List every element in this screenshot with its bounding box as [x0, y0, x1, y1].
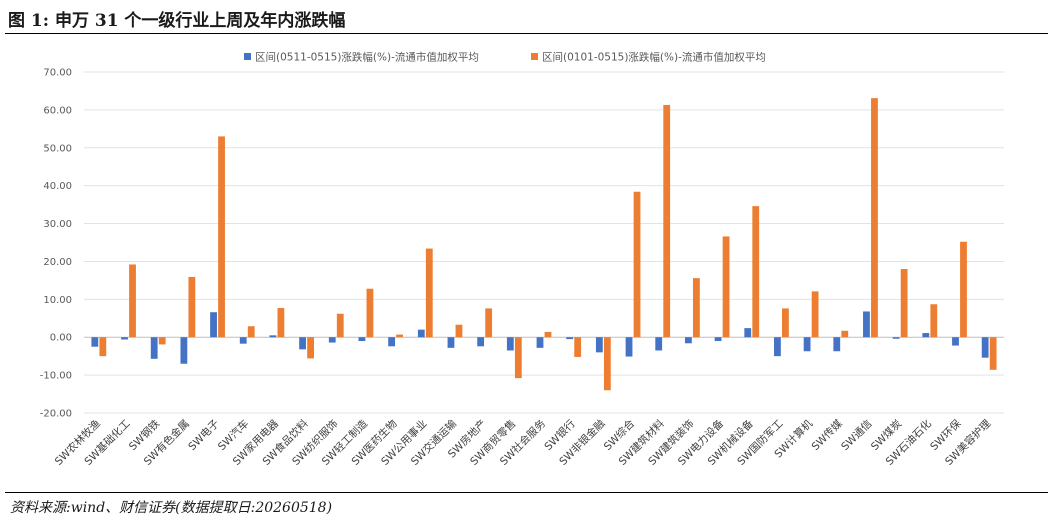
legend-label: 区间(0511-0515)涨跌幅(%)-流通市值加权平均	[255, 51, 479, 64]
bar-weekly	[417, 329, 425, 338]
bar-weekly	[358, 337, 366, 342]
gridlines	[84, 71, 1004, 414]
bar-weekly	[150, 337, 158, 359]
bar-weekly	[625, 337, 633, 357]
bar-ytd	[960, 241, 967, 338]
bar-ytd	[752, 206, 760, 338]
bar-ytd	[574, 337, 582, 357]
bar-weekly	[863, 311, 870, 338]
legend-swatch	[531, 53, 538, 60]
bar-weekly	[714, 337, 722, 342]
bar-ytd	[277, 308, 285, 338]
bar-weekly	[180, 337, 188, 364]
bar-weekly	[684, 337, 692, 344]
bar-weekly	[269, 335, 277, 338]
bar-ytd	[692, 278, 700, 338]
bar-weekly	[299, 337, 306, 350]
x-axis-labels: SW农林牧渔SW基础化工SW钢铁SW有色金属SW电子SW汽车SW家用电器SW食品…	[52, 417, 994, 468]
bar-ytd	[129, 264, 136, 338]
y-tick-label: -10.00	[40, 371, 72, 382]
bar-ytd	[930, 304, 938, 338]
x-category-label: SW传媒	[809, 417, 845, 453]
bar-weekly	[892, 337, 900, 339]
bar-weekly	[447, 337, 455, 348]
bar-weekly	[774, 337, 781, 357]
y-tick-label: 0.00	[50, 333, 72, 344]
bar-ytd	[811, 291, 819, 338]
bar-ytd	[722, 236, 730, 338]
legend: 区间(0511-0515)涨跌幅(%)-流通市值加权平均 区间(0101-0515…	[244, 51, 766, 64]
bar-ytd	[989, 337, 997, 370]
bar-ytd	[544, 331, 552, 338]
bar-weekly	[833, 337, 841, 352]
bar-weekly	[536, 337, 544, 348]
bar-weekly	[744, 328, 752, 338]
x-category-label: SW电子	[186, 417, 222, 453]
bar-ytd	[900, 269, 908, 338]
y-tick-label: 10.00	[43, 295, 72, 306]
y-tick-label: 40.00	[43, 181, 72, 192]
legend-label: 区间(0101-0515)涨跌幅(%)-流通市值加权平均	[542, 51, 766, 64]
bar-ytd	[455, 324, 463, 338]
bar-ytd	[247, 326, 255, 338]
bar-weekly	[477, 337, 485, 347]
y-axis-ticks: 70.00 60.00 50.00 40.00 30.00 20.00 10.00 0.00 -…	[40, 68, 72, 420]
y-tick-label: 20.00	[43, 257, 72, 268]
bar-ytd	[485, 308, 493, 338]
y-tick-label: -20.00	[40, 409, 72, 420]
legend-swatch	[244, 53, 251, 60]
y-tick-label: 70.00	[43, 68, 72, 79]
bar-weekly	[655, 337, 663, 351]
x-category-label: SW通信	[839, 418, 874, 453]
bar-ytd	[396, 334, 404, 338]
bar-ytd	[871, 98, 878, 338]
y-tick-label: 60.00	[43, 105, 72, 116]
figure-title: 图 1: 申万 31 个一级行业上周及年内涨跌幅	[8, 11, 346, 31]
bar-ytd	[603, 337, 611, 391]
bar-weekly	[210, 312, 217, 338]
bottom-rule	[5, 492, 1048, 493]
bar-ytd	[633, 191, 641, 338]
bar-weekly	[121, 337, 128, 340]
bars	[91, 98, 997, 391]
bar-chart: 70.00 60.00 50.00 40.00 30.00 20.00 10.00 0.00 -…	[40, 51, 1004, 468]
bar-weekly	[803, 337, 811, 352]
bar-ytd	[99, 337, 107, 357]
bar-ytd	[307, 337, 314, 359]
bar-ytd	[663, 104, 671, 338]
y-tick-label: 50.00	[43, 143, 72, 154]
bar-ytd	[782, 308, 789, 338]
bar-weekly	[506, 337, 514, 351]
bar-weekly	[239, 337, 247, 344]
y-tick-label: 30.00	[43, 219, 72, 230]
bar-ytd	[158, 337, 166, 345]
bar-weekly	[952, 337, 959, 346]
bar-weekly	[922, 333, 930, 338]
bar-ytd	[841, 330, 849, 338]
source-note: 资料来源:wind、财信证券(数据提取日:20260518)	[10, 500, 333, 516]
bar-ytd	[366, 288, 374, 338]
bar-weekly	[566, 337, 574, 340]
bar-weekly	[981, 337, 989, 358]
bar-ytd	[514, 337, 522, 379]
bar-weekly	[91, 337, 99, 347]
bar-ytd	[425, 248, 433, 338]
top-rule	[5, 33, 1048, 34]
bar-ytd	[188, 276, 196, 338]
bar-weekly	[388, 337, 396, 347]
bar-ytd	[218, 136, 225, 338]
bar-ytd	[336, 313, 344, 338]
bar-weekly	[328, 337, 336, 343]
bar-weekly	[595, 337, 603, 353]
